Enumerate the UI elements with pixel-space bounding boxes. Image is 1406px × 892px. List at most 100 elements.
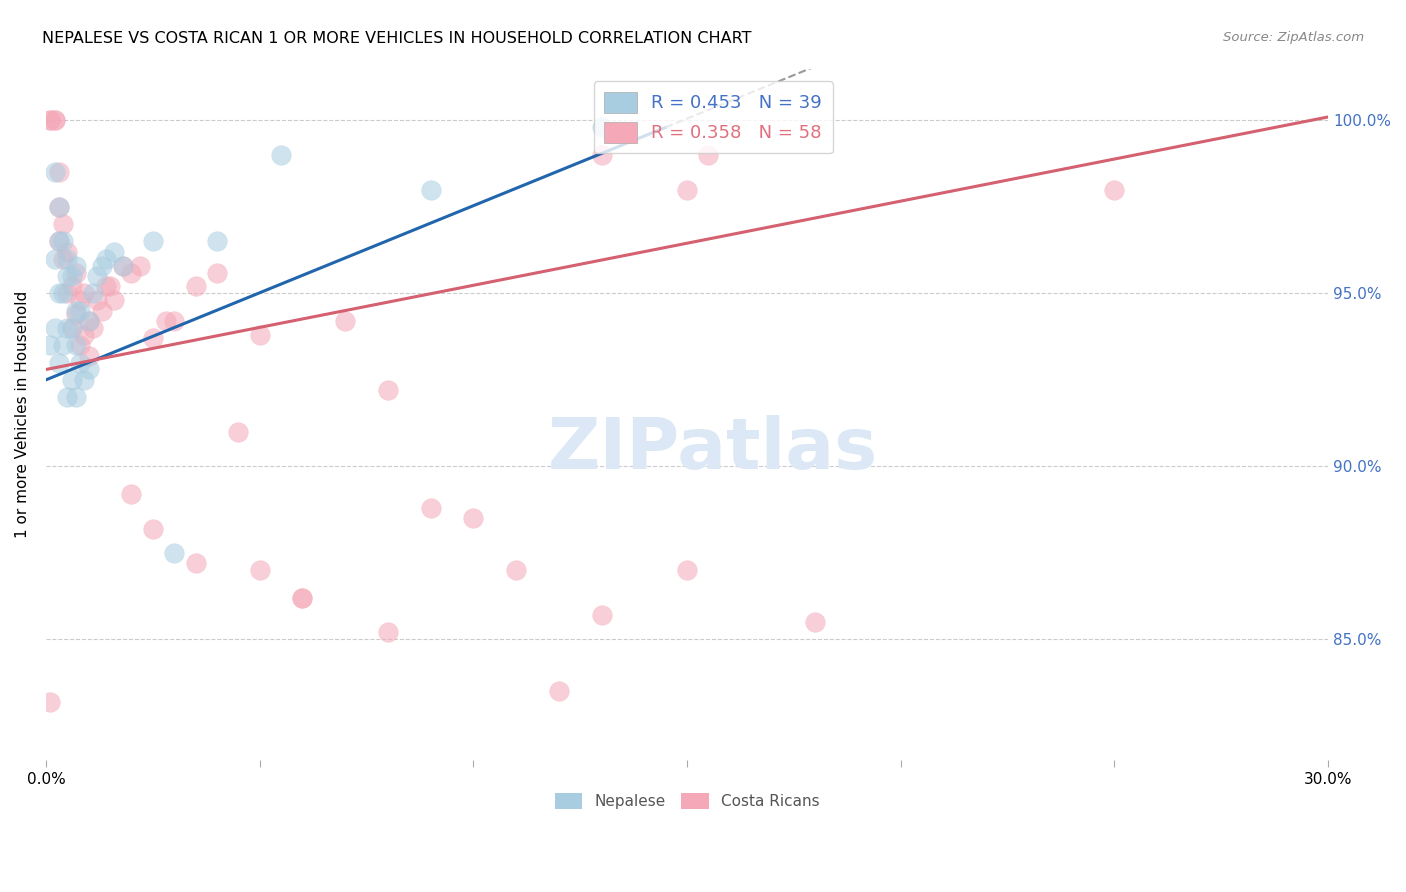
Point [591, 148, 613, 162]
Point [56, 321, 79, 335]
Point [48, 235, 70, 249]
Point [591, 608, 613, 623]
Point [65, 259, 87, 273]
Point [463, 511, 485, 525]
Point [804, 615, 827, 629]
Point [184, 556, 207, 570]
Point [39, 338, 62, 352]
Point [77, 314, 100, 328]
Point [120, 487, 142, 501]
Point [52, 235, 75, 249]
Point [505, 563, 527, 577]
Point [65, 390, 87, 404]
Point [48, 200, 70, 214]
Point [291, 591, 314, 605]
Text: Source: ZipAtlas.com: Source: ZipAtlas.com [1223, 31, 1364, 45]
Point [163, 314, 186, 328]
Point [377, 383, 399, 397]
Point [82, 321, 104, 335]
Point [39, 113, 62, 128]
Point [44, 252, 66, 266]
Point [111, 259, 134, 273]
Point [48, 200, 70, 214]
Point [39, 695, 62, 709]
Point [103, 293, 125, 308]
Point [56, 252, 79, 266]
Point [249, 327, 271, 342]
Point [69, 303, 91, 318]
Point [676, 183, 699, 197]
Point [52, 286, 75, 301]
Point [697, 148, 720, 162]
Point [77, 349, 100, 363]
Point [60, 373, 83, 387]
Point [249, 563, 271, 577]
Point [44, 113, 66, 128]
Point [676, 563, 699, 577]
Point [44, 165, 66, 179]
Point [56, 286, 79, 301]
Point [155, 314, 177, 328]
Point [65, 266, 87, 280]
Point [60, 321, 83, 335]
Point [86, 293, 108, 308]
Point [103, 244, 125, 259]
Point [65, 338, 87, 352]
Point [98, 279, 121, 293]
Point [56, 390, 79, 404]
Point [547, 684, 569, 698]
Point [419, 500, 441, 515]
Point [69, 355, 91, 369]
Point [1104, 183, 1126, 197]
Point [69, 293, 91, 308]
Point [73, 373, 96, 387]
Point [56, 244, 79, 259]
Point [39, 113, 62, 128]
Point [591, 120, 613, 135]
Point [94, 279, 117, 293]
Point [142, 235, 165, 249]
Point [86, 269, 108, 284]
Point [270, 148, 292, 162]
Point [291, 591, 314, 605]
Point [56, 269, 79, 284]
Point [48, 286, 70, 301]
Point [44, 321, 66, 335]
Point [65, 307, 87, 321]
Point [48, 355, 70, 369]
Point [82, 286, 104, 301]
Point [90, 259, 112, 273]
Point [73, 327, 96, 342]
Point [94, 252, 117, 266]
Point [77, 362, 100, 376]
Point [48, 235, 70, 249]
Point [52, 217, 75, 231]
Point [48, 165, 70, 179]
Point [60, 269, 83, 284]
Point [419, 183, 441, 197]
Point [129, 259, 152, 273]
Point [52, 252, 75, 266]
Point [65, 303, 87, 318]
Point [377, 625, 399, 640]
Point [52, 338, 75, 352]
Point [73, 286, 96, 301]
Point [90, 303, 112, 318]
Text: ZIPatlas: ZIPatlas [547, 415, 877, 483]
Point [111, 259, 134, 273]
Point [60, 279, 83, 293]
Point [142, 331, 165, 345]
Y-axis label: 1 or more Vehicles in Household: 1 or more Vehicles in Household [15, 291, 30, 538]
Point [69, 338, 91, 352]
Point [60, 321, 83, 335]
Point [142, 522, 165, 536]
Point [44, 113, 66, 128]
Point [77, 314, 100, 328]
Point [120, 266, 142, 280]
Point [226, 425, 249, 439]
Legend: Nepalese, Costa Ricans: Nepalese, Costa Ricans [548, 787, 825, 815]
Point [205, 266, 228, 280]
Point [205, 235, 228, 249]
Point [184, 279, 207, 293]
Point [163, 546, 186, 560]
